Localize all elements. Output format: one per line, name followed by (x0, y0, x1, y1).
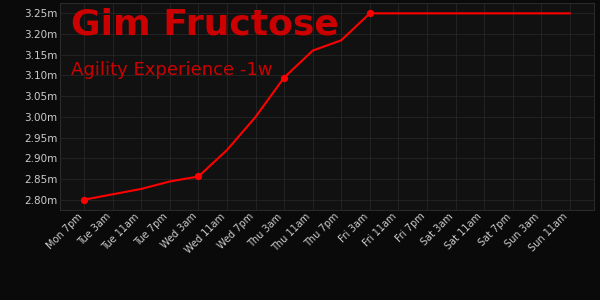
Point (365, 11, 374, 16)
Point (194, 174, 203, 179)
Text: Agility Experience -1w: Agility Experience -1w (71, 61, 272, 79)
Point (280, 75, 289, 80)
Text: Gim Fructose: Gim Fructose (71, 7, 338, 41)
Point (79, 197, 89, 202)
